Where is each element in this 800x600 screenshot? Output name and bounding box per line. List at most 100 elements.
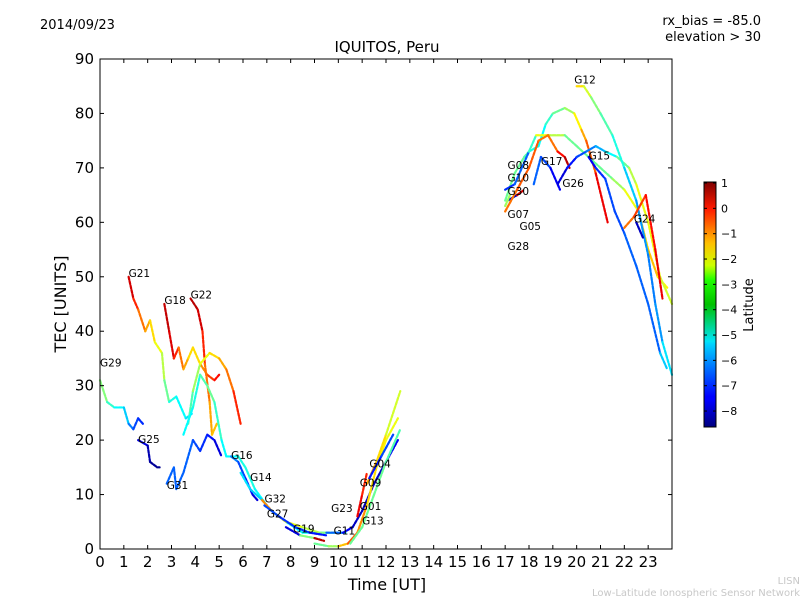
satellite-label-g15: G15 (589, 151, 611, 163)
track-segment (175, 471, 185, 491)
track-segment (191, 439, 202, 453)
track-g17 (532, 155, 562, 191)
track-segment (220, 439, 228, 458)
track-segment (206, 373, 216, 382)
x-axis: 0 1 2 3 4 5 6 7 8 9 10 11 12 13 14 15 16 17 18 19 20 21 22 23 (95, 59, 658, 571)
colorbar-tick-label: −2 (721, 253, 737, 266)
track-segment (98, 379, 109, 404)
x-tick-label: 16 (472, 553, 491, 571)
track-segment (168, 395, 178, 404)
track-segment (313, 537, 326, 542)
track-segment (199, 433, 209, 453)
rx-bias-label: rx_bias = -85.0 (662, 14, 761, 29)
track-segment (623, 215, 635, 229)
x-tick-label: 12 (376, 553, 395, 571)
satellite-label-g29: G29 (100, 358, 122, 370)
track-segment (504, 183, 516, 191)
track-segment (384, 417, 400, 442)
track-segment (594, 145, 607, 153)
track-segment (299, 534, 316, 540)
track-segment (587, 155, 597, 169)
satellite-label-g16: G16 (231, 450, 253, 462)
track-segment (513, 150, 531, 186)
track-segment (301, 526, 321, 534)
track-segment (582, 85, 593, 99)
track-segment (384, 390, 402, 436)
colorbar-tick-label: −5 (721, 329, 737, 342)
track-segment (513, 155, 526, 175)
track-segment (206, 433, 216, 442)
track-g28 (504, 134, 571, 213)
track-segment (187, 346, 195, 360)
track-segment (658, 351, 669, 371)
track-g12 (575, 85, 674, 376)
track-segment (580, 128, 588, 142)
track-segment (175, 395, 187, 420)
y-axis-label: TEC [UNITS] (51, 256, 70, 354)
track-segment (208, 351, 221, 360)
track-segment (594, 172, 609, 224)
x-tick-label: 4 (191, 553, 201, 571)
x-tick-label: 22 (615, 553, 634, 571)
track-segment (372, 460, 388, 496)
track-segment (277, 515, 297, 529)
track-segment (308, 531, 328, 537)
track-segment (368, 455, 383, 480)
track-segment (556, 150, 566, 159)
satellite-label-g12: G12 (574, 75, 596, 87)
satellite-label-g13: G13 (362, 516, 384, 528)
track-segment (313, 542, 330, 548)
x-axis-label: Time [UT] (347, 575, 426, 594)
track-g24 (623, 194, 664, 300)
track-segment (182, 357, 190, 371)
track-segment (563, 106, 576, 115)
satellite-label-g01: G01 (360, 501, 382, 513)
track-segment (635, 221, 645, 240)
satellite-label-g09: G09 (360, 477, 382, 489)
x-tick-label: 21 (591, 553, 610, 571)
track-g30 (504, 134, 669, 289)
track-segment (342, 526, 354, 534)
track-segment (182, 406, 195, 436)
track-segment (106, 400, 116, 409)
x-tick-label: 9 (310, 553, 320, 571)
track-segment (284, 526, 302, 537)
track-g04 (368, 433, 395, 480)
track-segment (237, 460, 247, 480)
track-segment (172, 346, 180, 360)
colorbar-tick-label: −1 (721, 228, 737, 241)
track-segment (654, 248, 664, 300)
track-segment (337, 542, 349, 548)
track-segment (191, 373, 202, 409)
track-segment (647, 302, 662, 355)
satellite-label-g27: G27 (267, 508, 289, 520)
track-segment (539, 155, 552, 169)
satellite-label-g05: G05 (519, 221, 541, 233)
track-g15 (587, 155, 669, 371)
x-tick-label: 0 (95, 553, 105, 571)
track-unlabeled (635, 221, 645, 240)
y-tick-label: 90 (75, 50, 94, 68)
y-tick-label: 70 (75, 159, 94, 177)
satellite-label-g10: G10 (508, 173, 530, 185)
track-segment (351, 509, 364, 529)
track-segment (546, 134, 559, 153)
track-segment (199, 373, 209, 387)
satellite-label-g17: G17 (541, 156, 563, 168)
track-segment (137, 417, 144, 425)
watermark-lisn: LISN (777, 576, 800, 587)
track-segment (218, 357, 228, 371)
track-segment (361, 471, 369, 496)
track-g27 (263, 504, 328, 537)
track-segment (203, 362, 211, 404)
satellite-label-g07: G07 (508, 209, 530, 221)
track-segment (604, 150, 619, 159)
track-segment (556, 166, 569, 186)
track-segment (635, 264, 650, 306)
track-segment (537, 134, 550, 142)
track-segment (239, 471, 252, 491)
track-segment (361, 493, 376, 529)
x-tick-label: 15 (448, 553, 467, 571)
track-segment (189, 297, 199, 311)
